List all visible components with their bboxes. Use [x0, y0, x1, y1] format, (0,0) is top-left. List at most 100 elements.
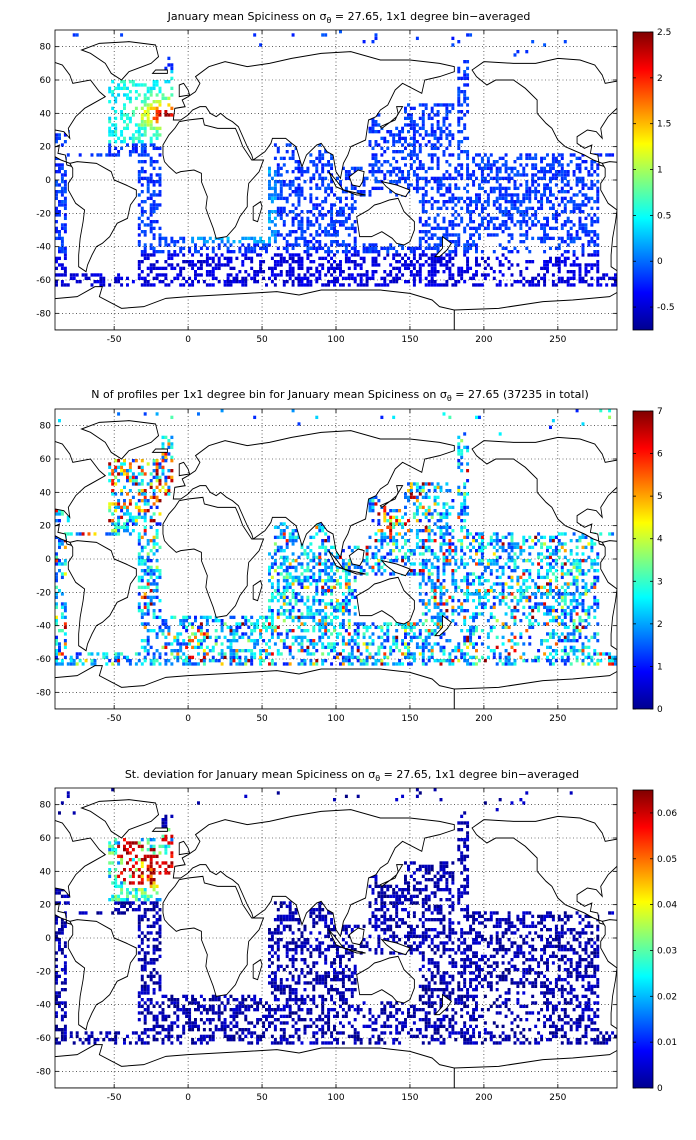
data-cell [333, 649, 336, 653]
data-cell [531, 605, 535, 610]
data-cell [229, 273, 233, 277]
data-cell [480, 156, 484, 161]
data-cell [282, 549, 286, 553]
data-cell [306, 562, 310, 566]
data-cell [55, 220, 58, 224]
data-cell [188, 276, 192, 281]
data-cell [418, 652, 422, 656]
data-cell [593, 635, 597, 640]
data-cell [383, 150, 387, 154]
data-cell [463, 113, 467, 117]
data-cell [108, 140, 112, 144]
data-cell [333, 655, 336, 660]
data-cell [318, 210, 322, 214]
colorbar-tick-label: 0.5 [657, 211, 671, 221]
data-cell [336, 552, 339, 556]
data-cell [377, 562, 381, 566]
data-cell [409, 163, 413, 167]
data-cell [513, 160, 517, 164]
data-cell [581, 625, 585, 630]
data-cell [270, 595, 274, 600]
data-cell [285, 213, 289, 217]
data-cell [146, 273, 150, 277]
data-cell [593, 233, 597, 237]
data-cell [578, 170, 582, 174]
data-cell [244, 619, 248, 623]
data-cell [442, 579, 446, 583]
data-cell [439, 615, 443, 620]
data-cell [137, 659, 141, 663]
data-cell [593, 585, 597, 590]
data-cell [412, 246, 416, 251]
data-cell [321, 170, 325, 174]
data-cell [291, 592, 295, 596]
data-cell [282, 595, 286, 600]
data-cell [433, 555, 437, 560]
data-cell [448, 196, 452, 201]
data-cell [318, 555, 322, 560]
data-cell [285, 246, 289, 251]
data-cell [315, 592, 319, 596]
data-cell [569, 283, 573, 287]
data-cell [140, 562, 144, 566]
data-cell [433, 622, 437, 626]
data-cell [412, 655, 416, 660]
data-cell [291, 609, 295, 613]
data-cell [315, 246, 319, 251]
data-cell [540, 240, 544, 244]
data-cell [412, 659, 416, 663]
data-cell [262, 639, 266, 643]
data-cell [333, 645, 336, 650]
data-cell [442, 652, 446, 656]
data-cell [318, 213, 322, 217]
data-cell [339, 632, 342, 636]
data-cell [430, 146, 434, 151]
data-cell [199, 632, 203, 636]
data-cell [472, 183, 476, 187]
data-cell [549, 260, 552, 264]
data-cell [164, 80, 168, 84]
data-cell [309, 176, 313, 181]
data-cell [442, 116, 446, 121]
data-cell [279, 260, 283, 264]
data-cell [551, 559, 555, 563]
data-cell [182, 253, 186, 257]
data-cell [492, 649, 496, 653]
data-cell [208, 273, 212, 277]
data-cell [291, 280, 295, 284]
data-cell [463, 253, 467, 257]
data-cell [377, 180, 381, 184]
data-cell [463, 70, 467, 74]
data-cell [395, 629, 399, 633]
data-cell [436, 572, 440, 576]
data-cell [312, 273, 316, 277]
data-cell [433, 263, 437, 267]
data-cell [374, 256, 378, 261]
data-cell [285, 183, 289, 187]
data-cell [569, 632, 573, 636]
data-cell [146, 223, 150, 227]
data-cell [268, 266, 271, 271]
data-cell [407, 116, 410, 121]
data-cell [229, 655, 233, 660]
data-cell [155, 193, 159, 197]
data-cell [522, 579, 526, 583]
data-cell [300, 266, 304, 271]
data-cell [282, 280, 286, 284]
data-cell [395, 642, 399, 646]
data-cell [226, 625, 230, 630]
data-cell [55, 655, 58, 660]
data-cell [60, 240, 64, 244]
data-cell [63, 173, 67, 177]
data-cell [341, 549, 345, 553]
data-cell [466, 589, 470, 593]
data-cell [442, 233, 446, 237]
data-cell [197, 652, 200, 656]
data-cell [436, 163, 440, 167]
data-cell [407, 655, 410, 660]
data-cell [341, 642, 345, 646]
data-cell [114, 655, 118, 660]
data-cell [401, 625, 405, 630]
data-cell [439, 180, 443, 184]
data-cell [333, 226, 336, 231]
